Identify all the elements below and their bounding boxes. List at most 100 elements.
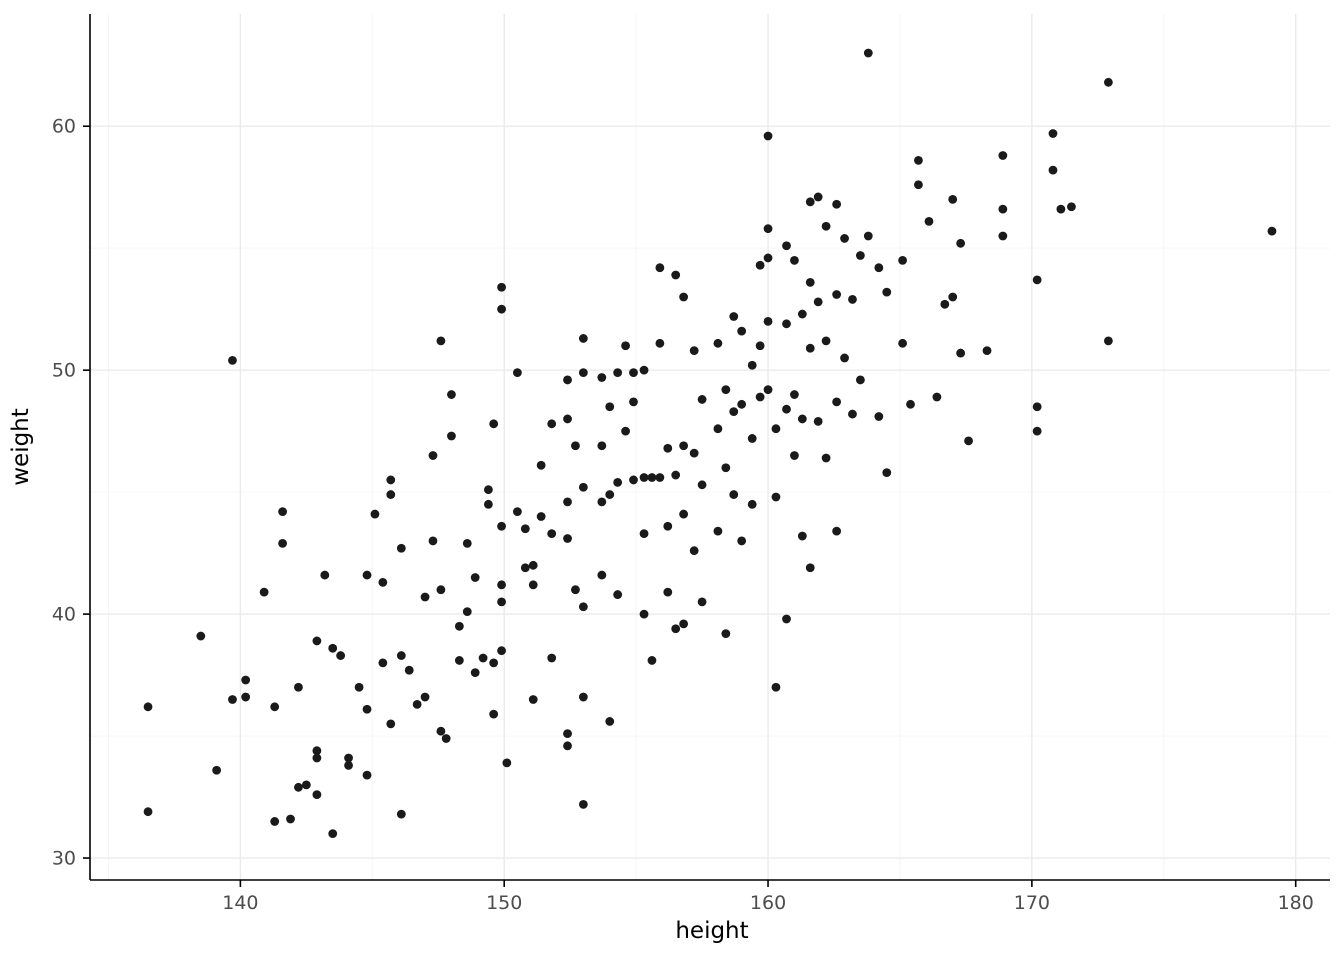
data-point	[956, 348, 966, 358]
data-point	[420, 592, 430, 602]
data-point	[805, 197, 815, 207]
data-point	[647, 656, 657, 665]
data-point	[436, 336, 446, 346]
data-point	[721, 385, 731, 395]
data-point	[489, 709, 499, 719]
data-point	[821, 453, 831, 463]
data-point	[278, 538, 287, 548]
data-point	[241, 675, 251, 685]
data-point	[821, 336, 831, 346]
data-point	[483, 499, 493, 509]
data-point	[536, 512, 546, 521]
data-point	[782, 319, 791, 329]
data-point	[655, 473, 665, 482]
data-point	[396, 651, 406, 660]
data-point	[578, 692, 588, 702]
data-point	[528, 695, 538, 704]
data-point	[940, 299, 950, 309]
data-point	[697, 395, 707, 404]
data-point	[729, 490, 739, 499]
data-point	[663, 443, 673, 453]
data-point	[547, 419, 557, 429]
data-point	[832, 526, 842, 536]
data-point	[436, 726, 446, 736]
data-point	[671, 624, 681, 634]
data-point	[755, 341, 765, 351]
data-point	[447, 431, 456, 441]
data-point	[547, 653, 557, 663]
data-point	[855, 251, 865, 260]
data-point	[563, 729, 572, 739]
y-axis-title: weight	[8, 408, 34, 486]
data-point	[713, 424, 723, 434]
data-point	[679, 619, 689, 629]
data-point	[737, 326, 747, 336]
data-point	[713, 338, 723, 348]
data-point	[898, 338, 907, 348]
data-point	[813, 192, 823, 202]
data-point	[832, 397, 842, 407]
data-point	[621, 426, 630, 436]
data-point	[597, 570, 607, 580]
x-axis-title: height	[675, 918, 748, 944]
data-point	[790, 390, 799, 399]
data-point	[571, 441, 580, 451]
data-point	[855, 375, 865, 385]
data-point	[982, 346, 992, 356]
data-point	[848, 295, 857, 304]
data-point	[747, 499, 757, 509]
data-point	[1103, 336, 1113, 346]
data-point	[502, 758, 512, 768]
data-point	[613, 477, 623, 487]
data-point	[697, 597, 707, 607]
data-point	[689, 448, 699, 458]
data-point	[597, 441, 607, 451]
x-tick-label: 160	[750, 892, 786, 914]
data-point	[312, 636, 322, 646]
data-point	[771, 492, 781, 502]
data-point	[821, 221, 831, 231]
data-point	[998, 231, 1008, 241]
axis-ticks	[83, 125, 1297, 887]
data-point	[629, 368, 638, 377]
data-point	[436, 585, 446, 595]
data-point	[679, 441, 689, 451]
data-point	[771, 682, 781, 692]
data-point	[1267, 226, 1277, 236]
data-point	[212, 765, 222, 775]
data-point	[412, 699, 422, 709]
data-point	[270, 817, 280, 826]
tick-labels: 140 150 160 170 180 30 40 50 60	[52, 116, 1314, 914]
data-point	[362, 770, 372, 780]
data-point	[639, 609, 649, 619]
data-point	[294, 782, 303, 792]
data-point	[882, 468, 892, 478]
data-point	[528, 560, 538, 570]
data-point	[671, 270, 681, 280]
data-point	[489, 419, 499, 429]
data-point	[378, 658, 388, 668]
data-point	[228, 356, 237, 365]
data-point	[386, 475, 396, 485]
data-point	[621, 341, 630, 351]
data-point	[1032, 275, 1042, 285]
data-point	[483, 485, 493, 495]
axis-lines	[89, 14, 1330, 881]
y-tick-label: 30	[52, 848, 76, 870]
data-point	[520, 563, 530, 573]
data-point	[497, 521, 506, 531]
data-point	[578, 334, 588, 343]
data-point	[404, 665, 414, 675]
data-point	[797, 414, 807, 424]
data-point	[571, 585, 580, 595]
data-point	[320, 570, 330, 580]
data-point	[729, 312, 739, 321]
data-point	[286, 814, 295, 824]
data-point	[948, 292, 958, 302]
data-point	[956, 238, 966, 248]
data-point	[497, 597, 506, 607]
data-point	[241, 692, 251, 702]
data-point	[563, 534, 572, 543]
data-point	[520, 524, 530, 534]
